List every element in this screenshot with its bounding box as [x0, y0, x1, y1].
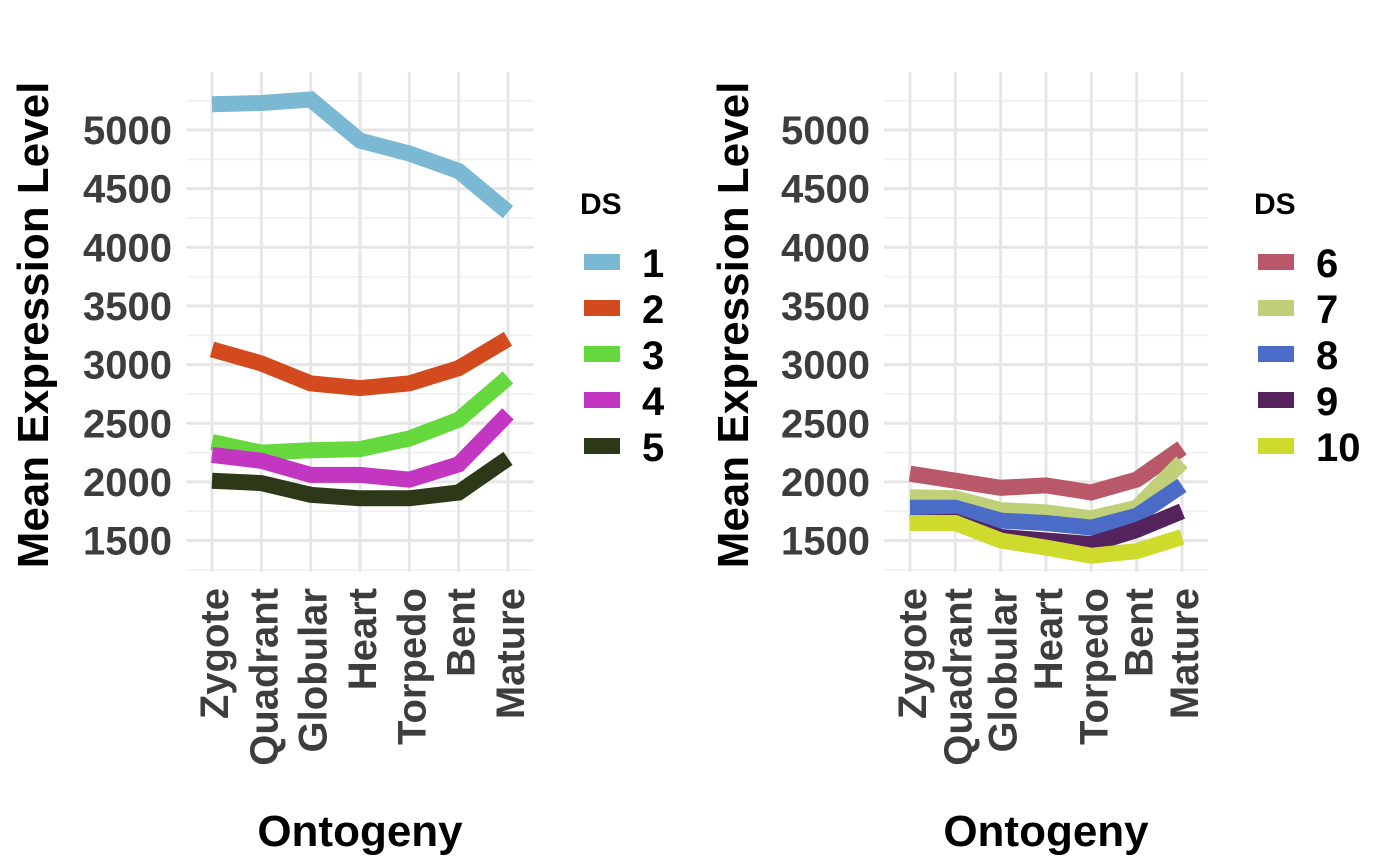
y-tick-label: 4000	[781, 226, 870, 270]
x-tick-label: Globular	[982, 588, 1026, 752]
y-tick-label: 1500	[781, 520, 870, 564]
series-line-10	[910, 515, 1185, 564]
legend-title: DS	[580, 188, 622, 221]
x-tick-label: Mature	[1163, 588, 1207, 719]
legend-title: DS	[1254, 188, 1296, 221]
y-tick-label: 3000	[781, 344, 870, 388]
series-line-2	[209, 331, 513, 397]
right-chart-panel: 1500 2000 2500 3000 3500 4000 4500 5000 Zygote Qu…	[709, 72, 1361, 856]
x-tick-label: Quadrant	[936, 588, 980, 766]
legend-label-9: 9	[1316, 380, 1338, 424]
series-line-4	[211, 408, 514, 488]
x-axis-title: Ontogeny	[257, 807, 463, 856]
y-tick-label: 4000	[83, 226, 172, 270]
legend-label-10: 10	[1316, 426, 1361, 470]
legend-label-5: 5	[642, 426, 664, 470]
y-axis-title: Mean Expression Level	[9, 82, 58, 569]
x-axis-title: Ontogeny	[943, 807, 1149, 856]
x-tick-label: Mature	[489, 588, 533, 719]
legend-label-2: 2	[642, 288, 664, 332]
left-chart-panel: 1500 2000 2500 3000 3500 4000 4500 5000 Zygote Qu…	[9, 72, 665, 856]
y-tick-label: 5000	[781, 109, 870, 153]
y-tick-label: 3500	[83, 285, 172, 329]
series-line-8	[910, 478, 1187, 536]
series-line-6	[908, 441, 1187, 501]
series-line-1	[211, 91, 514, 219]
y-tick-label: 3000	[83, 344, 172, 388]
grid	[884, 72, 1208, 572]
x-tick-label: Globular	[292, 588, 336, 752]
y-tick-label: 4500	[83, 168, 172, 212]
y-tick-label: 3500	[781, 285, 870, 329]
series-line-3	[210, 371, 514, 461]
legend-label-4: 4	[642, 380, 665, 424]
y-tick-label: 2000	[781, 461, 870, 505]
legend-label-7: 7	[1316, 288, 1338, 332]
x-tick-label: Heart	[341, 588, 385, 690]
y-tick-label: 2500	[83, 402, 172, 446]
legend-label-6: 6	[1316, 242, 1338, 286]
x-tick-label: Torpedo	[1072, 588, 1116, 745]
series-line-5	[211, 451, 513, 507]
legend-label-1: 1	[642, 242, 664, 286]
x-tick-label: Heart	[1027, 588, 1071, 690]
x-tick-label: Zygote	[193, 588, 237, 719]
y-tick-label: 4500	[781, 168, 870, 212]
y-tick-label: 1500	[83, 520, 172, 564]
y-tick-label: 2000	[83, 461, 172, 505]
y-tick-label: 5000	[83, 109, 172, 153]
legend-label-8: 8	[1316, 334, 1338, 378]
x-tick-label: Torpedo	[390, 588, 434, 745]
x-tick-label: Zygote	[891, 588, 935, 719]
y-axis-title: Mean Expression Level	[709, 82, 758, 569]
x-tick-label: Quadrant	[242, 588, 286, 766]
y-tick-label: 2500	[781, 402, 870, 446]
legend-label-3: 3	[642, 334, 664, 378]
x-tick-label: Bent	[1118, 588, 1162, 677]
x-tick-label: Bent	[440, 588, 484, 677]
